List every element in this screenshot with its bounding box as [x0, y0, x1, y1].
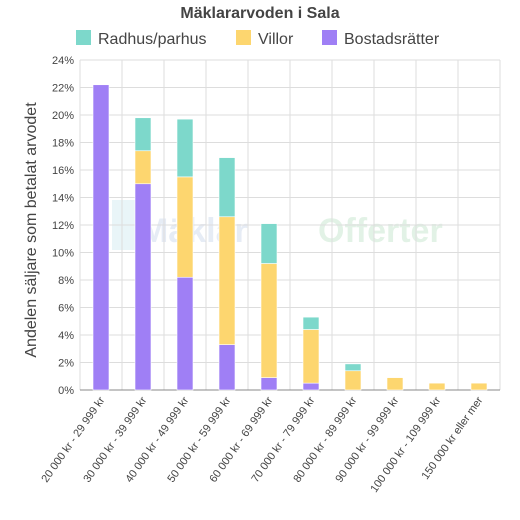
bar-segment [218, 344, 236, 391]
legend-label: Radhus/parhus [98, 31, 207, 48]
bar-segment [260, 263, 278, 378]
y-tick-label: 22% [52, 83, 74, 95]
bar-segment [218, 157, 236, 218]
bar-segment [176, 276, 194, 391]
chart-title: Mäklararvoden i Sala [180, 5, 339, 22]
legend-label: Bostadsrätter [344, 31, 440, 48]
bar-segment [176, 176, 194, 278]
legend-swatch [236, 30, 251, 45]
bar-segment [176, 118, 194, 178]
legend: Radhus/parhus Villor Bostadsrätter [76, 30, 440, 48]
legend-item: Bostadsrätter [322, 30, 440, 48]
legend-item: Villor [236, 30, 294, 48]
y-tick-label: 6% [58, 303, 74, 315]
legend-item: Radhus/parhus [76, 30, 207, 48]
bar-segment [260, 377, 278, 391]
y-tick-label: 14% [52, 193, 74, 205]
y-tick-label: 20% [52, 110, 74, 122]
bars [92, 84, 488, 391]
watermark-text-part2: Offerter [318, 212, 443, 250]
y-tick-label: 24% [52, 55, 74, 67]
y-tick-label: 10% [52, 248, 74, 260]
bar-segment [92, 84, 110, 391]
y-tick-label: 4% [58, 330, 74, 342]
bar-segment [134, 117, 152, 152]
bar-segment [218, 216, 236, 345]
y-tick-label: 8% [58, 275, 74, 287]
bar-segment [386, 377, 404, 391]
bar-segment [470, 382, 488, 391]
legend-swatch [322, 30, 337, 45]
bar-segment [302, 329, 320, 384]
y-tick-label: 18% [52, 138, 74, 150]
legend-label: Villor [258, 31, 294, 48]
legend-swatch [76, 30, 91, 45]
y-tick-label: 16% [52, 165, 74, 177]
bar-segment [134, 150, 152, 185]
y-tick-label: 0% [58, 385, 74, 397]
bar-segment [428, 382, 446, 391]
y-axis-label: Andelen säljare som betalat arvodet [23, 102, 40, 358]
bar-segment [344, 363, 362, 372]
bar-segment [134, 183, 152, 391]
bar-segment [302, 316, 320, 330]
bar-segment [344, 370, 362, 391]
bar-segment [260, 223, 278, 264]
y-tick-label: 12% [52, 220, 74, 232]
y-tick-label: 2% [58, 358, 74, 370]
bar-segment [302, 382, 320, 391]
x-tick-label: 100 000 kr - 109 999 kr [368, 395, 443, 495]
y-axis-ticks: 0% 2% 4% 6% 8% 10% 12% 14% 16% 18% 20% 22% 24% [52, 55, 74, 397]
